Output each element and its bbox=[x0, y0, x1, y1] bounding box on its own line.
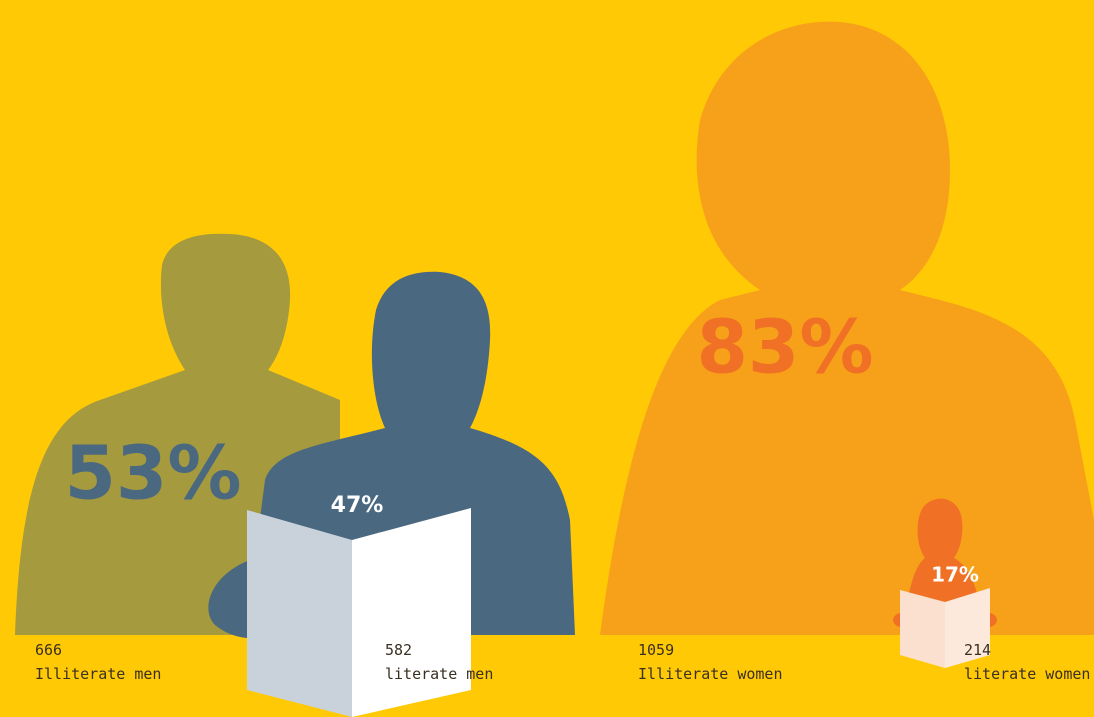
count: 582 bbox=[385, 641, 412, 659]
percent-label: 53% bbox=[64, 431, 241, 517]
book bbox=[247, 508, 471, 717]
count: 214 bbox=[964, 641, 991, 659]
illiterate-woman-figure bbox=[600, 21, 1094, 636]
percent-label: 47% bbox=[331, 493, 384, 518]
percent-label: 83% bbox=[696, 305, 873, 391]
group-label: Illiterate men bbox=[35, 665, 161, 683]
group-label: literate men bbox=[385, 665, 493, 683]
group-label: Illiterate women bbox=[638, 665, 783, 683]
count: 666 bbox=[35, 641, 62, 659]
percent-label: 17% bbox=[931, 563, 979, 587]
group-label: literate women bbox=[964, 665, 1090, 683]
small-book bbox=[900, 588, 990, 668]
count: 1059 bbox=[638, 641, 674, 659]
